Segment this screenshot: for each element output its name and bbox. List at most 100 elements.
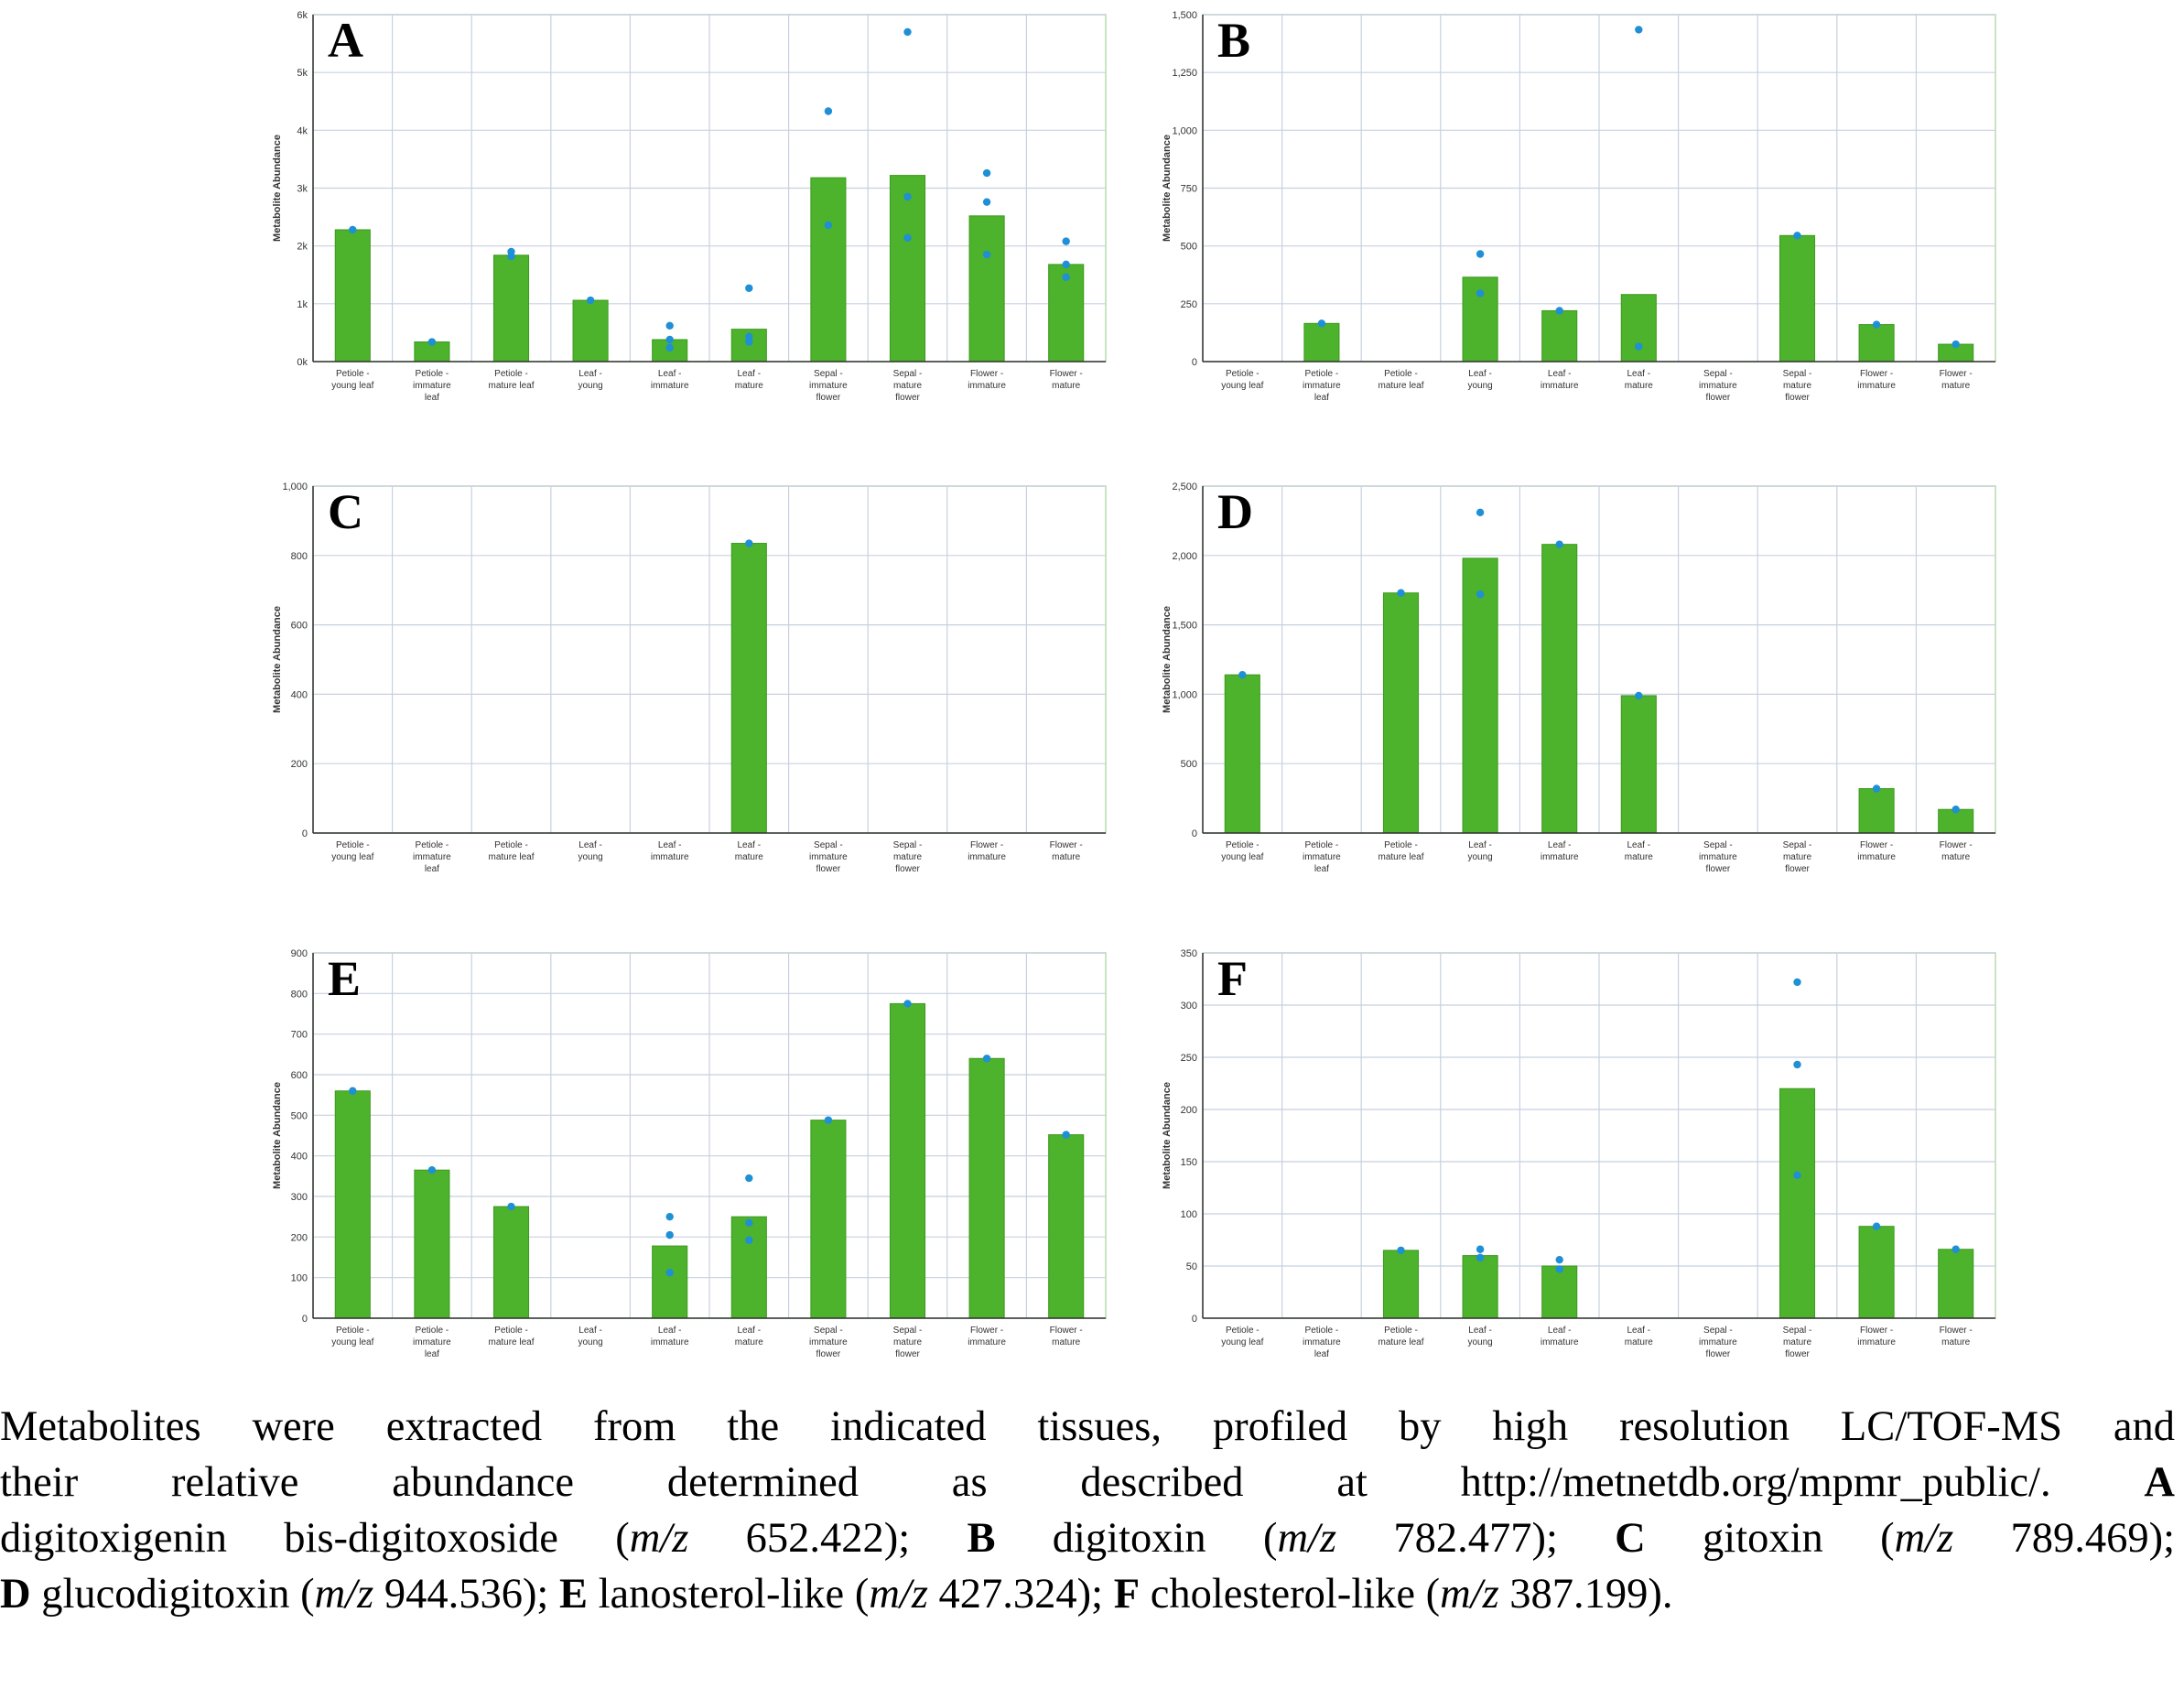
caption-text: 944.536); (373, 1571, 559, 1618)
data-point (1793, 1171, 1801, 1180)
y-tick-label: 300 (291, 1192, 308, 1203)
x-tick-label: flower (1706, 864, 1731, 874)
x-tick-label: mature (1625, 381, 1654, 391)
data-point (507, 1202, 515, 1211)
caption-letter-d: D (0, 1571, 31, 1618)
y-tick-label: 300 (1181, 1001, 1197, 1012)
x-tick-label: immature (1699, 381, 1737, 391)
x-tick-label: Petiole - (1384, 369, 1418, 379)
y-axis-title: Metabolite Abundance (1162, 1082, 1173, 1189)
x-tick-label: Leaf - (1627, 1326, 1651, 1336)
x-tick-label: immature (809, 852, 848, 862)
x-tick-label: mature (893, 381, 923, 391)
y-tick-label: 4k (297, 125, 308, 136)
caption-text: glucodigitoxin ( (30, 1571, 315, 1618)
data-point (665, 321, 674, 330)
x-tick-label: Petiole - (1226, 1326, 1260, 1336)
data-point (745, 1174, 753, 1183)
data-point (745, 1218, 753, 1228)
panel-letter: E (328, 951, 361, 1006)
data-point (824, 1116, 833, 1124)
bar (1048, 1134, 1085, 1319)
x-tick-label: leaf (425, 1349, 439, 1359)
x-tick-label: mature (735, 1337, 764, 1347)
x-tick-label: mature (1625, 852, 1654, 862)
caption-line-3: digitoxigenin bis-digitoxoside (m/z 652.… (0, 1510, 2175, 1566)
y-tick-label: 200 (1181, 1105, 1197, 1116)
bar (889, 175, 926, 363)
y-tick-label: 600 (291, 621, 308, 632)
x-tick-label: immature (809, 1337, 848, 1347)
bar (1620, 695, 1657, 834)
caption-text: cholesterol-like ( (1140, 1571, 1441, 1618)
x-tick-label: mature (1783, 852, 1812, 862)
x-tick-label: flower (816, 393, 841, 403)
x-tick-label: Leaf - (658, 369, 682, 379)
data-point (903, 233, 912, 243)
x-tick-label: mature leaf (1378, 381, 1423, 391)
x-tick-label: Leaf - (1627, 840, 1651, 850)
x-tick-label: Petiole - (416, 369, 449, 379)
data-point (665, 1230, 674, 1239)
y-tick-label: 1,500 (1172, 10, 1197, 21)
x-tick-label: Sepal - (814, 369, 843, 379)
x-tick-label: mature (1941, 381, 1971, 391)
y-tick-label: 800 (291, 989, 308, 1000)
x-tick-label: Petiole - (494, 840, 528, 850)
y-axis-title: Metabolite Abundance (1162, 606, 1173, 713)
bar (1858, 787, 1895, 834)
x-tick-label: mature (1783, 381, 1812, 391)
x-tick-label: Leaf - (658, 840, 682, 850)
x-tick-label: young leaf (331, 1337, 373, 1347)
y-tick-label: 500 (1181, 759, 1197, 770)
data-point (586, 296, 595, 305)
data-point (1238, 670, 1247, 679)
bar (334, 1090, 371, 1319)
data-point (507, 252, 515, 261)
data-point (745, 284, 753, 292)
bar (1858, 324, 1895, 363)
bar (492, 1206, 530, 1319)
x-tick-label: Leaf - (1468, 1326, 1492, 1336)
x-tick-label: Leaf - (1548, 1326, 1572, 1336)
bar (1462, 1255, 1498, 1319)
x-tick-label: Flower - (1860, 840, 1893, 850)
x-tick-label: Flower - (1940, 840, 1973, 850)
x-tick-label: Petiole - (1305, 840, 1339, 850)
x-tick-label: Petiole - (1226, 369, 1260, 379)
caption-mz: m/z (1894, 1515, 1954, 1562)
y-tick-label: 1,000 (282, 482, 308, 492)
x-tick-label: Sepal - (893, 369, 923, 379)
x-tick-label: Petiole - (494, 369, 528, 379)
bar (492, 254, 530, 363)
x-tick-label: immature (1541, 1337, 1579, 1347)
caption-letter-b: B (967, 1515, 996, 1562)
data-point (665, 335, 674, 344)
caption-letter-f: F (1113, 1571, 1141, 1618)
panel-letter: A (328, 13, 363, 68)
x-tick-label: flower (895, 864, 920, 874)
x-tick-label: Leaf - (578, 369, 602, 379)
bar (1620, 294, 1657, 363)
y-tick-label: 0 (302, 828, 308, 839)
x-tick-label: Leaf - (1627, 369, 1651, 379)
caption-mz: m/z (869, 1571, 928, 1618)
y-tick-label: 600 (291, 1070, 308, 1081)
caption-text: lanosterol-like ( (587, 1571, 870, 1618)
bar (1462, 557, 1498, 834)
x-tick-label: young leaf (1221, 852, 1263, 862)
chart-c: 0 200 400 600 800 1,000 Petiole - young leaf Pet… (272, 482, 1107, 874)
caption-text: 782.477); (1336, 1515, 1616, 1562)
panel-letter: F (1217, 951, 1248, 1006)
data-point (903, 1000, 912, 1008)
x-tick-label: immature (1303, 852, 1341, 862)
caption-mz: m/z (314, 1571, 374, 1618)
data-point (1317, 319, 1326, 328)
caption-text: 427.324); (927, 1571, 1114, 1618)
y-tick-label: 0 (1192, 828, 1197, 839)
x-tick-label: leaf (1314, 1349, 1329, 1359)
y-axis-title: Metabolite Abundance (272, 606, 283, 713)
data-point (665, 1212, 674, 1221)
caption-text: gitoxin ( (1645, 1515, 1895, 1562)
data-point (745, 338, 753, 346)
